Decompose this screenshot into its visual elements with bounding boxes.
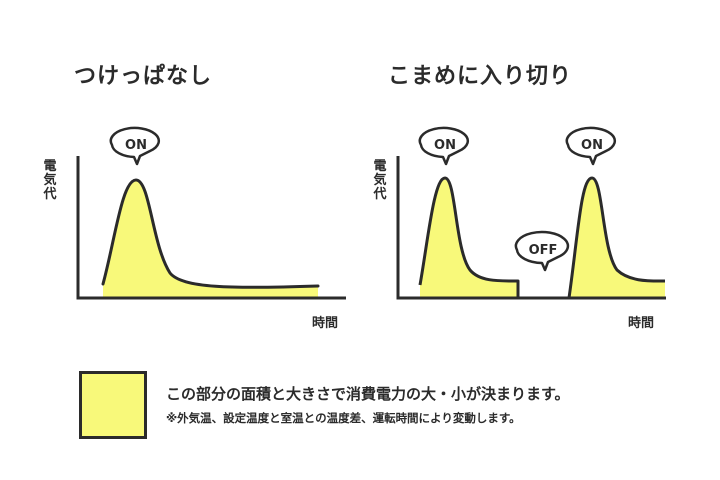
left-y-axis-label: 電気代 bbox=[43, 159, 57, 202]
on-bubble-right-1: ON bbox=[418, 126, 470, 166]
right-y-axis-label: 電気代 bbox=[373, 159, 387, 202]
on-label: ON bbox=[434, 138, 456, 153]
right-energy-area-2 bbox=[569, 178, 665, 298]
right-energy-curve-1 bbox=[418, 176, 520, 298]
right-panel-graph bbox=[396, 156, 666, 300]
left-axes bbox=[76, 156, 346, 300]
on-bubble-right-2: ON bbox=[565, 126, 617, 166]
off-label: OFF bbox=[529, 243, 558, 258]
left-panel-graph bbox=[76, 156, 346, 300]
left-energy-curve bbox=[101, 178, 320, 289]
right-x-axis-label: 時間 bbox=[628, 316, 655, 331]
off-bubble: OFF bbox=[514, 230, 570, 272]
right-energy-curve-2 bbox=[567, 176, 666, 299]
left-x-axis-label: 時間 bbox=[312, 316, 339, 331]
right-axes bbox=[396, 156, 666, 300]
legend-note: ※外気温、設定温度と室温との温度差、運転時間により変動します。 bbox=[166, 411, 521, 425]
legend-swatch bbox=[79, 371, 147, 439]
on-label: ON bbox=[581, 138, 603, 153]
right-energy-area-1 bbox=[420, 178, 518, 298]
left-panel-title: つけっぱなし bbox=[74, 64, 213, 89]
on-label: ON bbox=[125, 138, 147, 153]
left-energy-area bbox=[103, 180, 318, 298]
right-panel-title: こまめに入り切り bbox=[388, 64, 573, 89]
legend-text: この部分の面積と大きさで消費電力の大・小が決まります。 bbox=[166, 385, 570, 403]
on-bubble-left: ON bbox=[109, 126, 161, 166]
